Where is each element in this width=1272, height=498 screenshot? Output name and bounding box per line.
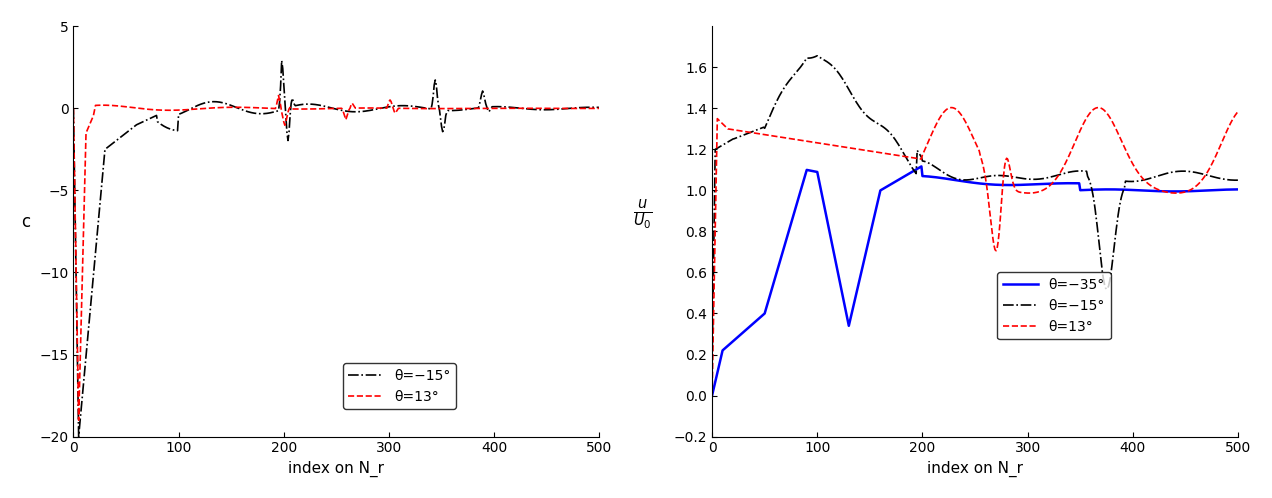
Legend: θ=−35°, θ=−15°, θ=13°: θ=−35°, θ=−15°, θ=13° [997, 272, 1110, 339]
X-axis label: index on N_r: index on N_r [289, 461, 384, 477]
X-axis label: index on N_r: index on N_r [927, 461, 1023, 477]
Y-axis label: c: c [20, 214, 31, 232]
Y-axis label: $\frac{u}{U_0}$: $\frac{u}{U_0}$ [633, 198, 653, 232]
Legend: θ=−15°, θ=13°: θ=−15°, θ=13° [343, 363, 457, 409]
